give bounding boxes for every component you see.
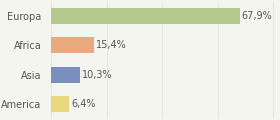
Text: 15,4%: 15,4%: [96, 40, 127, 50]
Bar: [51, 8, 239, 24]
Bar: [51, 67, 80, 83]
Text: 10,3%: 10,3%: [82, 70, 113, 80]
Bar: [51, 96, 69, 112]
Text: 6,4%: 6,4%: [71, 99, 96, 109]
Bar: [51, 37, 94, 53]
Text: 67,9%: 67,9%: [242, 11, 272, 21]
